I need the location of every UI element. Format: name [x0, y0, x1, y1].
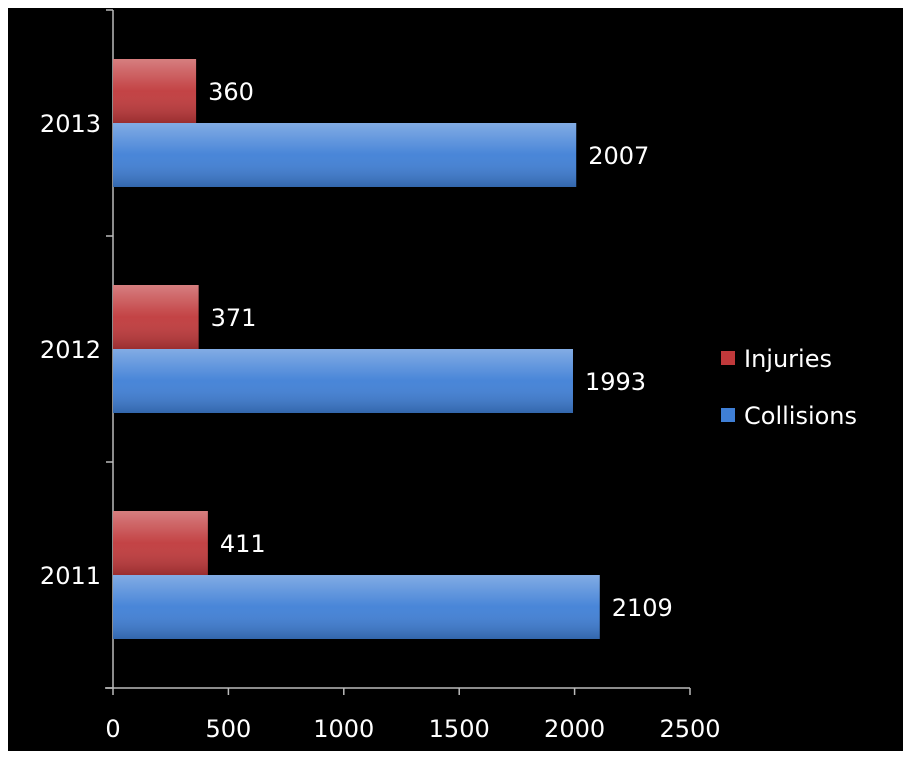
bar-shine	[113, 59, 197, 123]
x-tick-label: 0	[105, 715, 120, 743]
data-label: 2109	[612, 594, 673, 622]
x-tick-label: 2500	[659, 715, 720, 743]
y-tick-label: 2011	[40, 562, 101, 590]
legend-label: Injuries	[744, 345, 832, 373]
data-label: 1993	[585, 368, 646, 396]
data-label: 2007	[588, 142, 649, 170]
legend-label: Collisions	[744, 402, 857, 430]
y-tick-label: 2012	[40, 336, 101, 364]
data-label: 371	[211, 304, 257, 332]
x-tick-label: 1000	[313, 715, 374, 743]
x-tick-label: 2000	[544, 715, 605, 743]
bar-shine	[113, 349, 573, 413]
bar-shine	[113, 123, 577, 187]
legend-swatch	[721, 351, 735, 365]
x-tick-label: 1500	[429, 715, 490, 743]
bar-shine	[113, 575, 600, 639]
x-tick-label: 500	[205, 715, 251, 743]
bar-shine	[113, 285, 199, 349]
data-label: 360	[208, 78, 254, 106]
legend-swatch	[721, 408, 735, 422]
bar-shine	[113, 511, 208, 575]
y-tick-label: 2013	[40, 110, 101, 138]
data-label: 411	[220, 530, 266, 558]
